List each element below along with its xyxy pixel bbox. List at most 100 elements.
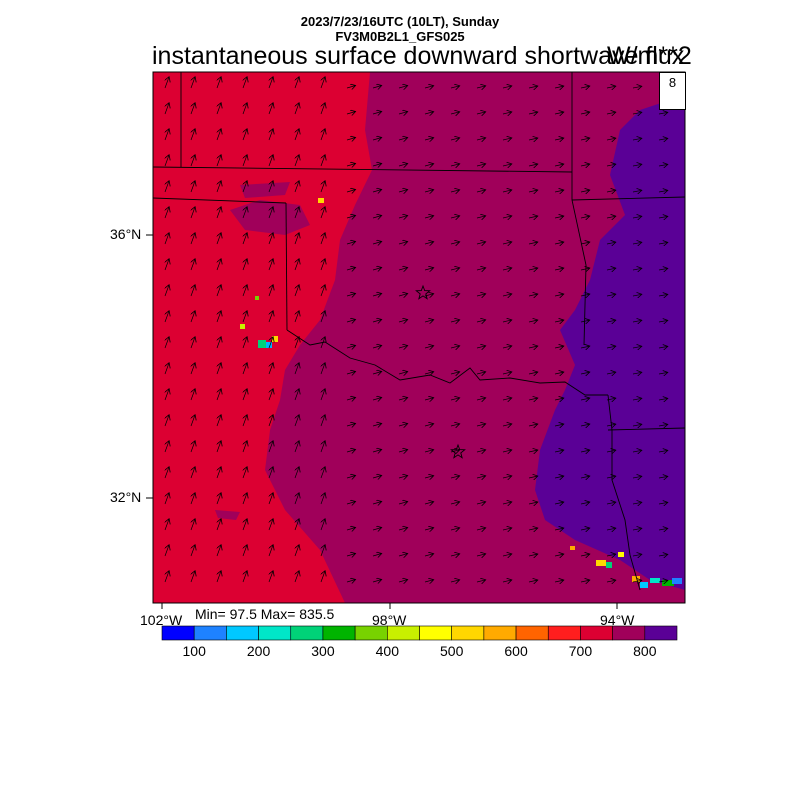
wind-vector-arrow <box>165 285 169 297</box>
wind-vector-arrow <box>191 493 195 505</box>
wind-vector-arrow <box>295 415 299 427</box>
wind-vector-arrow <box>632 294 642 296</box>
wind-vector-arrow <box>295 571 299 583</box>
wind-vector-arrow <box>217 571 221 583</box>
wind-vector-arrow <box>165 233 169 245</box>
wind-vector-arrow <box>606 164 616 166</box>
colorbar-swatch <box>612 625 646 641</box>
wind-vector-arrow <box>398 320 408 322</box>
low-flux-pixel <box>258 340 266 348</box>
wind-vector-arrow <box>580 268 590 270</box>
wind-vector-arrow <box>580 346 590 348</box>
wind-vector-arrow <box>424 528 434 530</box>
wind-vector-arrow <box>658 554 668 556</box>
wind-vector-arrow <box>191 155 195 167</box>
colorbar-swatch <box>547 625 581 641</box>
wind-vector-arrow <box>321 415 325 427</box>
colorbar-label: 300 <box>311 643 335 659</box>
colorbar-label: 800 <box>633 643 657 659</box>
low-flux-pixel <box>632 576 640 582</box>
colorbar-swatch <box>483 625 517 641</box>
wind-vector-arrow <box>502 164 512 166</box>
wind-vector-arrow <box>658 346 668 348</box>
wind-vector-arrow <box>632 138 642 140</box>
wind-vector-arrow <box>450 242 460 244</box>
wind-vector-arrow <box>243 207 247 219</box>
wind-vector-arrow <box>658 320 668 322</box>
wind-vector-arrow <box>269 519 273 531</box>
wind-vector-arrow <box>243 103 247 115</box>
wind-vector-arrow <box>424 372 434 374</box>
wind-vector-arrow <box>424 398 434 400</box>
wind-vector-arrow <box>424 216 434 218</box>
wind-vector-arrow <box>424 138 434 140</box>
wind-vector-arrow <box>372 164 382 167</box>
wind-vector-arrow <box>502 138 512 140</box>
wind-vector-arrow <box>217 493 221 505</box>
wind-vector-arrow <box>372 216 382 219</box>
wind-vector-arrow <box>502 554 512 556</box>
low-flux-pixel <box>650 578 660 583</box>
wind-vector-arrow <box>346 554 356 557</box>
wind-vector-arrow <box>632 242 642 244</box>
lat-label-36n: 36°N <box>110 226 142 242</box>
wind-vector-arrow <box>217 181 221 193</box>
wind-vector-arrow <box>476 112 486 114</box>
wind-vector-arrow <box>528 424 538 426</box>
wind-vector-arrow <box>217 519 221 531</box>
wind-vector-arrow <box>554 398 564 400</box>
wind-vector-arrow <box>658 476 668 478</box>
wind-vector-arrow <box>321 129 325 141</box>
wind-vector-arrow <box>165 571 169 583</box>
wind-vector-arrow <box>321 571 325 583</box>
wind-vector-arrow <box>476 554 486 556</box>
wind-vector-arrow <box>476 398 486 400</box>
wind-vector-arrow <box>269 129 273 141</box>
wind-vector-arrow <box>502 398 512 400</box>
wind-vector-arrow <box>269 415 273 427</box>
wind-vector-arrow <box>243 129 247 141</box>
wind-vector-arrow <box>528 112 538 114</box>
wind-vector-arrow <box>606 528 616 530</box>
wind-vector-arrow <box>191 259 195 271</box>
wind-vector-arrow <box>269 363 273 375</box>
wind-vector-arrow <box>632 554 642 556</box>
wind-vector-arrow <box>528 294 538 296</box>
wind-vector-arrow <box>165 129 169 141</box>
wind-vector-arrow <box>450 580 460 582</box>
wind-vector-arrow <box>476 294 486 296</box>
low-flux-pixel <box>596 560 606 566</box>
wind-vector-arrow <box>243 493 247 505</box>
wind-vector-arrow <box>321 389 325 401</box>
boundary-tx-la <box>607 394 641 591</box>
wind-vector-arrow <box>346 294 356 297</box>
wind-vector-arrow <box>398 216 408 218</box>
wind-vector-arrow <box>372 190 382 193</box>
wind-vector-arrow <box>450 138 460 140</box>
wind-vector-arrow <box>502 476 512 478</box>
wind-vector-arrow <box>295 389 299 401</box>
oklahoma-city-star <box>415 284 431 300</box>
wind-vector-arrow <box>269 545 273 557</box>
wind-vector-arrow <box>346 242 356 245</box>
lat-label-32n: 32°N <box>110 489 142 505</box>
wind-vector-arrow <box>632 320 642 322</box>
axis-ticks <box>146 234 618 609</box>
wind-vector-arrow <box>321 77 325 89</box>
wind-vector-arrow <box>321 259 325 271</box>
wind-vector-arrow <box>269 181 273 193</box>
low-flux-pixel <box>606 562 612 568</box>
wind-vector-arrow <box>502 112 512 114</box>
colorbar-label: 700 <box>568 643 593 659</box>
wind-vector-arrow <box>165 259 169 271</box>
wind-vector-arrow <box>321 467 325 479</box>
wind-vector-arrow <box>450 320 460 322</box>
wind-vector-arrow <box>321 181 325 193</box>
wind-vector-arrow <box>580 138 590 140</box>
wind-vector-arrow <box>372 320 382 323</box>
dallas-star <box>450 443 466 459</box>
wind-vector-arrow <box>528 554 538 556</box>
wind-vector-arrow <box>632 528 642 530</box>
wind-vector-arrow <box>658 112 668 114</box>
